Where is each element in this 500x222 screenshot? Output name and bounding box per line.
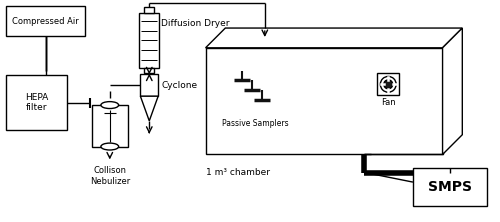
Text: Cyclone: Cyclone [161, 81, 198, 90]
Bar [413, 168, 487, 206]
Polygon shape [206, 28, 462, 48]
Bar [144, 7, 154, 13]
Bar [140, 74, 158, 96]
Text: Compressed Air: Compressed Air [12, 17, 79, 26]
Bar [6, 75, 68, 130]
Text: SMPS: SMPS [428, 180, 472, 194]
Bar [140, 13, 159, 67]
Polygon shape [140, 96, 158, 121]
Ellipse shape [101, 102, 118, 109]
Text: Fan: Fan [381, 98, 396, 107]
Text: 1 m³ chamber: 1 m³ chamber [206, 168, 270, 177]
Text: Diffusion Dryer: Diffusion Dryer [161, 19, 230, 28]
Ellipse shape [101, 143, 118, 150]
Bar [144, 67, 154, 73]
Circle shape [380, 76, 396, 92]
Bar [92, 105, 128, 147]
Text: Passive Samplers: Passive Samplers [222, 119, 289, 128]
Circle shape [384, 80, 392, 89]
Polygon shape [442, 28, 462, 155]
Bar [6, 6, 85, 36]
Text: HEPA
filter: HEPA filter [25, 93, 48, 112]
Bar [206, 48, 442, 155]
Text: Collison
Nebulizer: Collison Nebulizer [90, 166, 130, 186]
Bar [378, 73, 399, 95]
